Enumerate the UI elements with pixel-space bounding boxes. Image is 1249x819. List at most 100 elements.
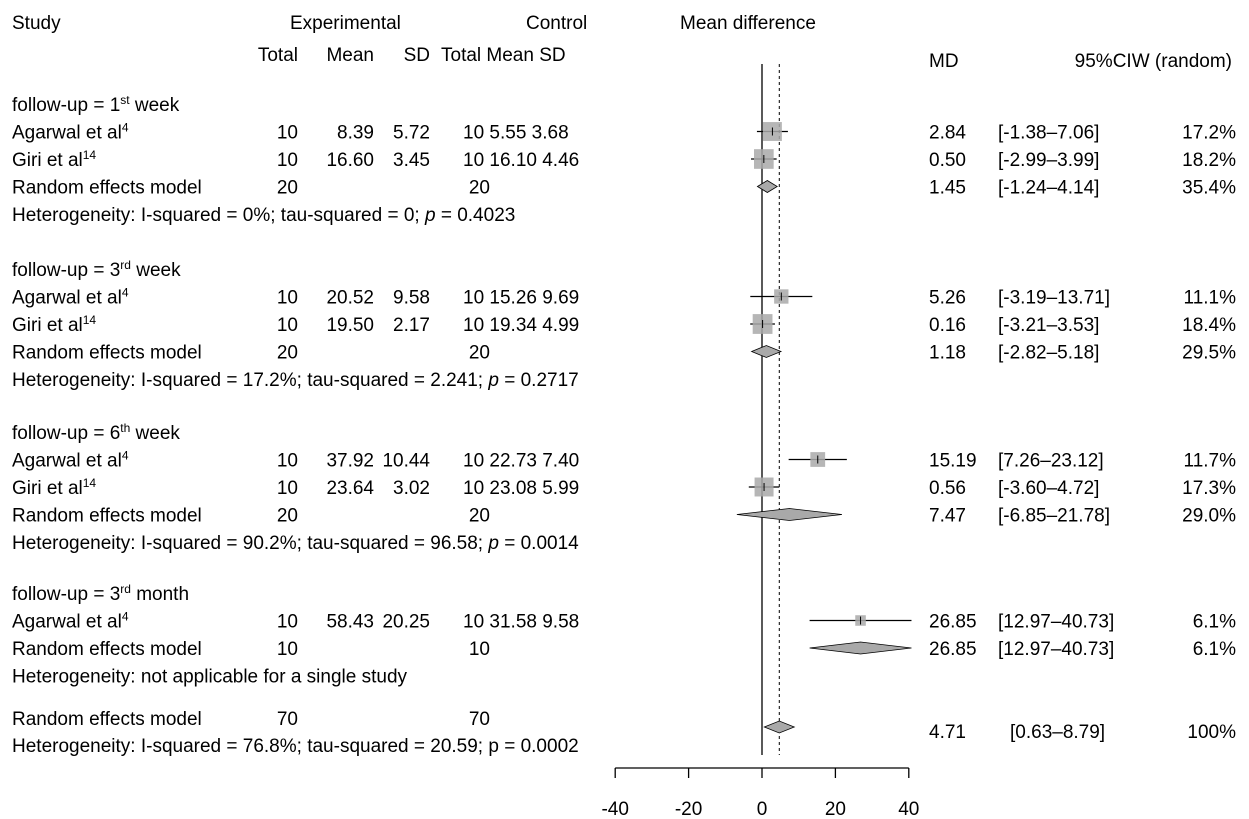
- group-3-study-2-exp-total: 10: [277, 478, 298, 499]
- group-1-pooled-ci: [-1.24–4.14]: [998, 178, 1099, 199]
- group-3-study-2-name: Giri et al14: [12, 476, 96, 499]
- group-2-study-2-control: 10 19.34 4.99: [463, 315, 579, 336]
- group-1-label: follow-up = 1st week: [12, 93, 180, 116]
- group-2-study-2-exp-mean: 19.50: [326, 315, 374, 336]
- overall-md: 4.71: [929, 722, 966, 743]
- group-1-study-1-weight: 17.2%: [1182, 123, 1236, 144]
- group-4-study-1-control: 10 31.58 9.58: [463, 612, 579, 633]
- header-exp-mean: Mean: [326, 45, 374, 66]
- group-4-heterogeneity: Heterogeneity: not applicable for a sing…: [12, 667, 408, 688]
- overall-label: Random effects model: [12, 709, 202, 730]
- group-3-pooled-md: 7.47: [929, 506, 966, 527]
- group-3-study-1-exp-sd: 10.44: [382, 451, 430, 472]
- group-4-study-1-exp-mean: 58.43: [326, 612, 374, 633]
- group-1-pooled-md: 1.45: [929, 178, 966, 199]
- group-1-study-2-exp-mean: 16.60: [326, 150, 374, 171]
- group-2-pooled-diamond: [750, 345, 783, 358]
- header-md: MD: [929, 51, 959, 72]
- group-1-study-2-ci: [-2.99–3.99]: [998, 150, 1099, 171]
- group-2-label: follow-up = 3rd week: [12, 258, 181, 281]
- group-3-study-2-exp-sd: 3.02: [393, 478, 430, 499]
- header-ci: 95%CIW (random): [1075, 51, 1232, 72]
- group-3-pooled-control-total: 20: [469, 506, 490, 527]
- header-mean-difference: Mean difference: [680, 13, 816, 34]
- group-4-study-1-weight: 6.1%: [1193, 612, 1236, 633]
- group-2-study-1-control: 10 15.26 9.69: [463, 288, 579, 309]
- group-3-pooled-exp-total: 20: [277, 506, 298, 527]
- group-2-study-2-md: 0.16: [929, 315, 966, 336]
- group-3-pooled-ci: [-6.85–21.78]: [998, 506, 1110, 527]
- group-3-label: follow-up = 6th week: [12, 421, 180, 444]
- group-4-study-1-exp-sd: 20.25: [382, 612, 430, 633]
- header-control-sub: Total Mean SD: [441, 45, 566, 66]
- group-3-study-2-control: 10 23.08 5.99: [463, 478, 579, 499]
- header-exp-total: Total: [258, 45, 298, 66]
- group-1-pooled-label: Random effects model: [12, 178, 202, 199]
- group-2-pooled-control-total: 20: [469, 343, 490, 364]
- group-1-study-2-control: 10 16.10 4.46: [463, 150, 579, 171]
- group-1-study-1-control: 10 5.55 3.68: [463, 123, 569, 144]
- x-tick-label-20: 20: [825, 799, 846, 819]
- overall-exp-total: 70: [277, 709, 298, 730]
- group-2-study-2-exp-sd: 2.17: [393, 315, 430, 336]
- group-4-study-1-md: 26.85: [929, 612, 977, 633]
- overall-control-total: 70: [469, 709, 490, 730]
- x-tick-label--20: -20: [675, 799, 702, 819]
- group-2-pooled-label: Random effects model: [12, 343, 202, 364]
- group-2-study-1-exp-sd: 9.58: [393, 288, 430, 309]
- group-2-study-1-exp-mean: 20.52: [326, 288, 374, 309]
- group-2-heterogeneity: Heterogeneity: I-squared = 17.2%; tau-sq…: [12, 370, 579, 391]
- group-3-study-2-md: 0.56: [929, 478, 966, 499]
- group-2-study-2-exp-total: 10: [277, 315, 298, 336]
- x-tick-label--40: -40: [601, 799, 628, 819]
- group-2-study-1-md: 5.26: [929, 288, 966, 309]
- group-1-study-1-exp-total: 10: [277, 123, 298, 144]
- overall-weight: 100%: [1187, 722, 1236, 743]
- group-4-pooled-control-total: 10: [469, 639, 490, 660]
- group-1-study-2-exp-total: 10: [277, 150, 298, 171]
- group-2-study-1-weight: 11.1%: [1184, 288, 1237, 309]
- group-1-pooled-exp-total: 20: [277, 178, 298, 199]
- header-experimental: Experimental: [290, 13, 401, 34]
- group-3-pooled-diamond: [736, 508, 842, 521]
- header-study: Study: [12, 13, 61, 34]
- overall-heterogeneity: Heterogeneity: I-squared = 76.8%; tau-sq…: [12, 736, 579, 757]
- group-3-study-1-md: 15.19: [929, 451, 977, 472]
- group-4-pooled-exp-total: 10: [277, 639, 298, 660]
- group-1-pooled-control-total: 20: [469, 178, 490, 199]
- group-3-study-2-weight: 17.3%: [1182, 478, 1236, 499]
- group-2-study-1-name: Agarwal et al4: [12, 286, 129, 309]
- group-1-study-1-exp-mean: 8.39: [337, 123, 374, 144]
- group-1-study-2-exp-sd: 3.45: [393, 150, 430, 171]
- group-3-study-1-weight: 11.7%: [1184, 451, 1237, 472]
- group-2-pooled-weight: 29.5%: [1182, 343, 1236, 364]
- group-4-study-1-exp-total: 10: [277, 612, 298, 633]
- group-3-study-1-ci: [7.26–23.12]: [998, 451, 1104, 472]
- group-1-study-1-md: 2.84: [929, 123, 966, 144]
- group-2-pooled-exp-total: 20: [277, 343, 298, 364]
- group-1-study-1-ci: [-1.38–7.06]: [998, 123, 1099, 144]
- group-3-heterogeneity: Heterogeneity: I-squared = 90.2%; tau-sq…: [12, 533, 579, 554]
- group-3-study-1-exp-mean: 37.92: [326, 451, 374, 472]
- group-2-pooled-md: 1.18: [929, 343, 966, 364]
- group-1-study-1-exp-sd: 5.72: [393, 123, 430, 144]
- group-4-pooled-diamond: [809, 641, 912, 655]
- group-3-study-1-exp-total: 10: [277, 451, 298, 472]
- group-2-pooled-ci: [-2.82–5.18]: [998, 343, 1099, 364]
- group-1-study-2-name: Giri et al14: [12, 148, 96, 171]
- group-2-study-1-ci: [-3.19–13.71]: [998, 288, 1110, 309]
- group-3-study-2-exp-mean: 23.64: [326, 478, 374, 499]
- group-4-pooled-label: Random effects model: [12, 639, 202, 660]
- group-3-pooled-weight: 29.0%: [1182, 506, 1236, 527]
- group-3-study-1-name: Agarwal et al4: [12, 449, 129, 472]
- group-1-study-2-md: 0.50: [929, 150, 966, 171]
- header-control: Control: [526, 13, 587, 34]
- group-2-study-2-ci: [-3.21–3.53]: [998, 315, 1099, 336]
- group-3-pooled-label: Random effects model: [12, 506, 202, 527]
- group-4-label: follow-up = 3rd month: [12, 582, 189, 605]
- group-2-study-2-name: Giri et al14: [12, 313, 96, 336]
- overall-ci: [0.63–8.79]: [1010, 722, 1105, 743]
- group-2-study-1-exp-total: 10: [277, 288, 298, 309]
- group-1-study-2-weight: 18.2%: [1182, 150, 1236, 171]
